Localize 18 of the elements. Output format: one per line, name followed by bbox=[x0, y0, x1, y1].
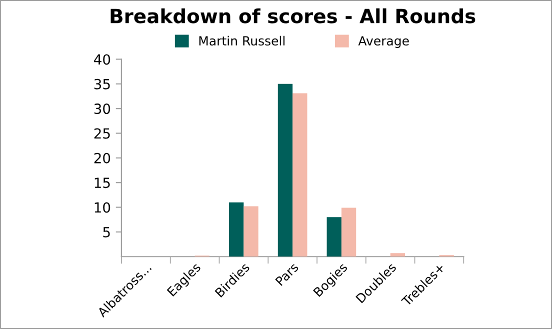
chart-title: Breakdown of scores - All Rounds bbox=[110, 8, 476, 24]
y-tick-label: 35 bbox=[94, 78, 110, 90]
bar bbox=[244, 206, 258, 257]
y-tick-label: 15 bbox=[94, 178, 110, 188]
bar bbox=[229, 202, 244, 257]
y-tick-label: 5 bbox=[103, 227, 110, 238]
y-tick-label: 25 bbox=[94, 128, 110, 139]
bar bbox=[326, 217, 342, 257]
bar bbox=[292, 93, 308, 257]
legend-label: Martin Russell bbox=[199, 36, 285, 46]
y-tick-label: 30 bbox=[94, 104, 110, 114]
bar bbox=[341, 208, 356, 257]
y-tick-label: 20 bbox=[94, 152, 110, 164]
bar bbox=[390, 253, 406, 257]
bar bbox=[278, 84, 293, 257]
legend-label: Average bbox=[358, 36, 409, 48]
y-tick-label: 40 bbox=[94, 54, 110, 65]
y-tick-label: 10 bbox=[94, 202, 110, 213]
